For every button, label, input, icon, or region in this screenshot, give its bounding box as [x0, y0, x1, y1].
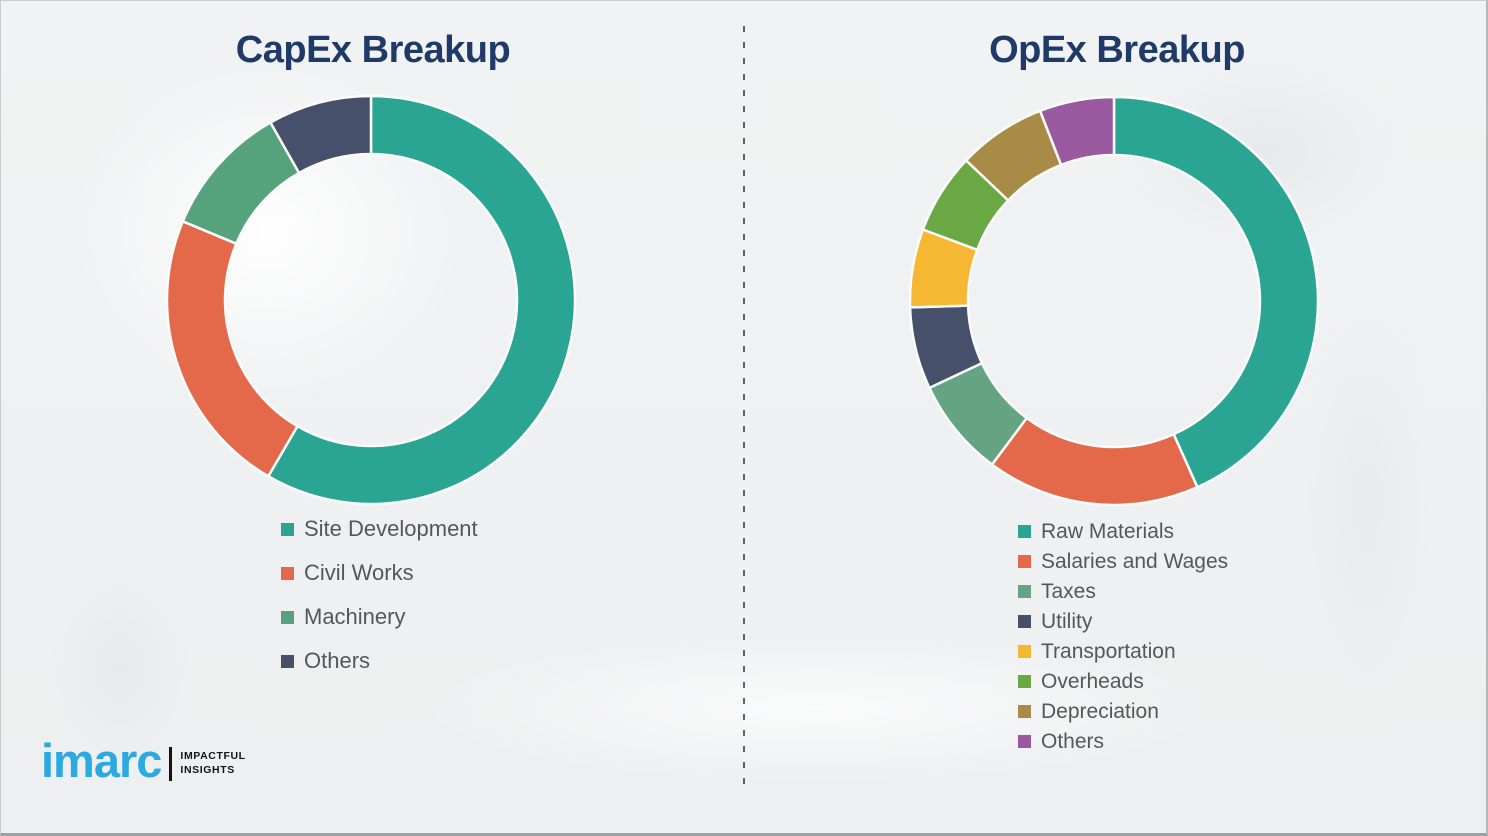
capex-segment-civil-works: [165, 220, 299, 478]
opex-legend-item-taxes: Taxes: [1018, 580, 1228, 603]
capex-legend-swatch-machinery: [281, 610, 294, 624]
opex-donut-chart: [908, 95, 1320, 507]
opex-segment-others: [1038, 95, 1116, 167]
opex-legend-label-others: Others: [1041, 729, 1105, 753]
opex-legend-swatch-utility: [1018, 615, 1031, 628]
opex-legend-label-salaries-and-wages: Salaries and Wages: [1041, 549, 1229, 573]
capex-panel: CapEx Breakup Site Development Civil Work…: [1, 1, 745, 833]
opex-segment-raw-materials: [1112, 95, 1320, 489]
opex-legend: Raw Materials Salaries and Wages Taxes Util…: [1018, 520, 1228, 753]
opex-legend-label-overheads: Overheads: [1041, 669, 1144, 693]
opex-panel: OpEx Breakup Raw Materials Salaries and W…: [745, 1, 1486, 833]
capex-legend-item-civil-works: Civil Works: [281, 560, 478, 585]
opex-legend-swatch-salaries-and-wages: [1018, 555, 1031, 568]
divider-dashed-line: [743, 26, 745, 794]
capex-legend: Site Development Civil Works Machinery Othe…: [281, 516, 478, 673]
opex-legend-label-raw-materials: Raw Materials: [1041, 519, 1175, 543]
capex-legend-label-machinery: Machinery: [304, 604, 406, 629]
imarc-logo: imarc IMPACTFUL INSIGHTS: [41, 737, 246, 784]
tagline-line-2: INSIGHTS: [180, 763, 235, 776]
opex-title: OpEx Breakup: [989, 29, 1245, 71]
opex-legend-swatch-others: [1018, 735, 1031, 748]
tagline-line-1: IMPACTFUL: [180, 750, 246, 763]
opex-legend-label-taxes: Taxes: [1041, 579, 1096, 603]
opex-legend-swatch-raw-materials: [1018, 525, 1031, 538]
capex-legend-item-machinery: Machinery: [281, 604, 478, 629]
imarc-wordmark: imarc: [41, 734, 162, 787]
capex-legend-swatch-site-development: [281, 522, 294, 536]
capex-legend-label-others: Others: [304, 648, 371, 673]
opex-legend-item-depreciation: Depreciation: [1018, 700, 1228, 723]
capex-segment-others: [269, 94, 373, 175]
opex-legend-swatch-depreciation: [1018, 705, 1031, 718]
opex-legend-item-others: Others: [1018, 730, 1228, 753]
opex-legend-item-raw-materials: Raw Materials: [1018, 520, 1228, 543]
capex-legend-label-civil-works: Civil Works: [304, 560, 414, 585]
capex-segment-site-development: [267, 94, 577, 506]
opex-legend-swatch-taxes: [1018, 585, 1031, 598]
capex-legend-swatch-others: [281, 654, 294, 668]
capex-legend-swatch-civil-works: [281, 566, 294, 580]
opex-legend-label-depreciation: Depreciation: [1041, 699, 1159, 723]
capex-title: CapEx Breakup: [235, 29, 511, 71]
opex-legend-item-transportation: Transportation: [1018, 640, 1228, 663]
capex-legend-label-site-development: Site Development: [304, 516, 478, 541]
capex-legend-item-site-development: Site Development: [281, 516, 478, 541]
opex-legend-label-transportation: Transportation: [1041, 639, 1176, 663]
opex-legend-label-utility: Utility: [1041, 609, 1093, 633]
capex-donut-chart: [165, 94, 577, 506]
opex-legend-item-overheads: Overheads: [1018, 670, 1228, 693]
capex-legend-item-others: Others: [281, 648, 478, 673]
logo-separator-bar: [169, 746, 173, 781]
opex-segment-salaries-and-wages: [990, 416, 1199, 507]
opex-legend-item-salaries-and-wages: Salaries and Wages: [1018, 550, 1228, 573]
opex-legend-swatch-transportation: [1018, 645, 1031, 658]
opex-legend-item-utility: Utility: [1018, 610, 1228, 633]
opex-legend-swatch-overheads: [1018, 675, 1031, 688]
imarc-tagline: IMPACTFUL INSIGHTS: [180, 750, 245, 776]
